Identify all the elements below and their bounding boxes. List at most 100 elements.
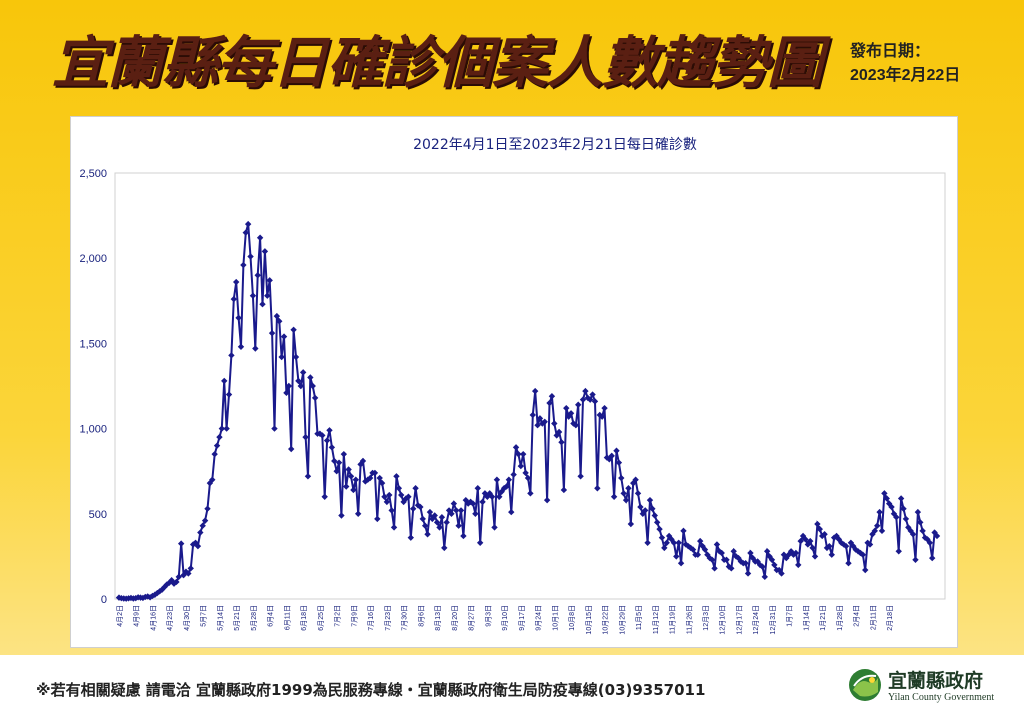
data-point: [285, 382, 293, 390]
data-point: [742, 560, 749, 567]
x-tick-label: 5月14日: [216, 605, 224, 631]
data-point: [218, 425, 226, 432]
data-point: [381, 493, 388, 500]
data-point: [929, 554, 936, 562]
data-point: [862, 566, 869, 574]
x-tick-label: 4月30日: [183, 605, 191, 631]
plot-area: [114, 172, 946, 600]
data-point: [331, 457, 338, 465]
x-tick-label: 9月17日: [518, 605, 526, 631]
x-tick-label: 6月4日: [267, 605, 275, 627]
x-tick-label: 12月24日: [752, 605, 760, 635]
data-point: [326, 427, 333, 434]
y-tick-label: 1,000: [79, 424, 107, 436]
data-point: [450, 500, 458, 507]
x-tick-label: 10月22日: [602, 605, 610, 635]
data-point: [620, 490, 627, 497]
data-point: [811, 553, 819, 560]
x-tick-label: 4月23日: [166, 605, 174, 631]
data-point: [417, 503, 424, 511]
logo-english-name: Yilan County Government: [888, 692, 995, 703]
data-point: [641, 507, 649, 514]
data-point: [874, 522, 881, 529]
data-point: [299, 369, 307, 376]
data-point: [543, 496, 551, 504]
data-point: [201, 517, 209, 524]
data-point: [658, 534, 666, 541]
data-point: [223, 425, 230, 432]
data-point: [708, 556, 716, 564]
data-point: [814, 520, 821, 528]
data-point: [826, 542, 833, 550]
data-point: [261, 248, 269, 255]
data-point: [460, 532, 467, 540]
data-point: [699, 542, 706, 550]
x-tick-label: 8月20日: [451, 605, 459, 631]
x-tick-label: 7月23日: [384, 605, 392, 631]
data-point: [166, 579, 173, 587]
yilan-county-emblem-icon: [849, 669, 881, 701]
data-point: [551, 420, 558, 427]
x-tick-label: 6月11日: [283, 605, 291, 630]
government-logo: 宜蘭縣政府 Yilan County Government: [848, 664, 1008, 714]
data-point: [883, 495, 890, 502]
data-point: [366, 474, 374, 482]
data-point: [259, 301, 266, 308]
x-tick-label: 5月7日: [200, 605, 208, 627]
data-point: [276, 318, 283, 325]
data-point: [804, 541, 812, 548]
data-point: [716, 548, 723, 555]
data-point: [237, 343, 245, 351]
data-point: [445, 507, 453, 514]
data-point: [249, 292, 257, 299]
data-point: [383, 498, 391, 506]
data-point: [242, 229, 249, 236]
data-point: [608, 452, 615, 460]
data-point: [663, 539, 670, 546]
data-point: [732, 553, 740, 560]
data-point: [697, 537, 704, 545]
data-point: [816, 525, 824, 533]
data-point: [280, 333, 288, 340]
data-point: [345, 466, 352, 473]
data-point: [216, 433, 223, 441]
data-point: [531, 387, 539, 395]
data-point: [646, 496, 654, 504]
data-point: [706, 554, 713, 562]
data-point: [701, 546, 709, 553]
data-point: [290, 326, 297, 333]
x-tick-label: 10月29日: [618, 605, 626, 635]
data-point: [586, 396, 594, 403]
data-point: [615, 459, 623, 466]
data-point: [680, 527, 687, 535]
data-point: [912, 556, 919, 564]
data-point: [795, 561, 802, 569]
data-point: [474, 485, 481, 492]
data-point: [398, 491, 405, 499]
data-point: [505, 476, 513, 483]
data-point: [328, 444, 336, 451]
x-tick-label: 2月18日: [886, 605, 894, 631]
data-point: [240, 261, 247, 269]
data-point: [582, 387, 589, 395]
data-point: [527, 490, 534, 497]
data-point: [211, 450, 218, 458]
x-tick-label: 10月1日: [551, 605, 559, 631]
data-point: [649, 505, 656, 512]
data-point: [395, 485, 403, 492]
data-point: [256, 234, 264, 241]
y-tick-label: 2,500: [79, 168, 107, 180]
data-point: [457, 507, 465, 514]
x-tick-label: 7月2日: [334, 605, 342, 627]
data-point: [842, 542, 850, 550]
x-tick-label: 7月16日: [367, 605, 375, 631]
chart-panel: 2022年4月1日至2023年2月21日每日確診數 0 500 1,000 1,500…: [70, 116, 958, 648]
data-point: [560, 486, 568, 494]
data-point: [627, 520, 635, 528]
release-date: 2023年2月22日: [850, 67, 961, 84]
data-point: [689, 546, 697, 553]
data-point: [656, 525, 663, 533]
x-tick-label: 1月14日: [802, 605, 810, 631]
data-point: [309, 382, 316, 390]
data-point: [567, 410, 575, 417]
